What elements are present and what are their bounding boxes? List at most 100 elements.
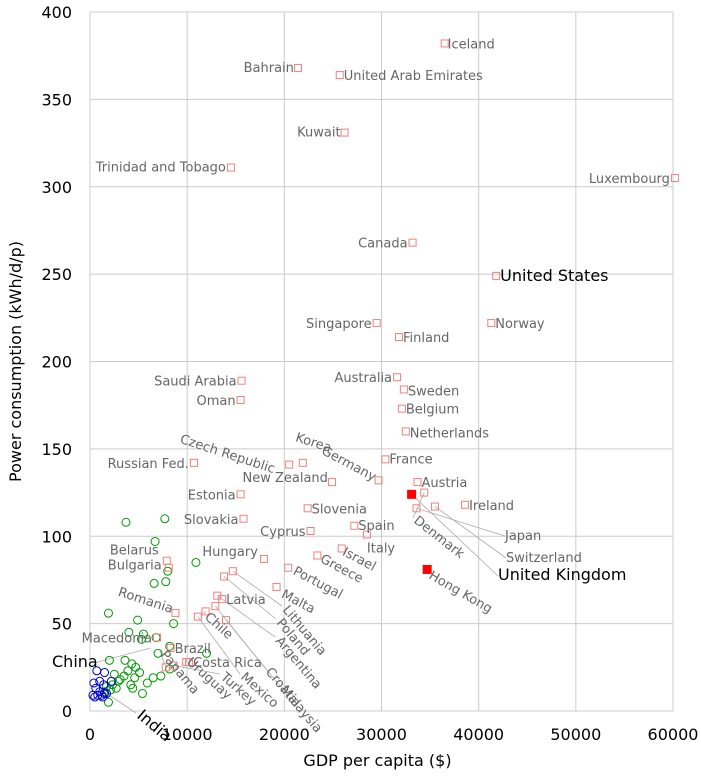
unlabelled-point — [192, 558, 200, 566]
label-bulgaria: Bulgaria — [108, 559, 162, 574]
point-kuwait — [341, 129, 348, 136]
label-united-kingdom: United Kingdom — [498, 565, 626, 584]
label-singapore: Singapore — [306, 317, 372, 332]
point-united-arab-emirates — [336, 71, 343, 78]
unlabelled-point — [138, 690, 146, 698]
unlabelled-point — [162, 578, 170, 586]
point-singapore — [373, 320, 380, 327]
point-netherlands — [402, 428, 409, 435]
point-oman — [237, 396, 244, 403]
label-iceland: Iceland — [448, 37, 495, 52]
point-spain — [351, 522, 358, 529]
point-greece — [314, 552, 321, 559]
label-finland: Finland — [403, 331, 449, 346]
point-russian-fed — [190, 459, 197, 466]
label-estonia: Estonia — [188, 488, 236, 503]
unlabelled-point — [161, 515, 169, 523]
point-slovakia — [240, 515, 247, 522]
label-new-zealand: New Zealand — [243, 471, 328, 486]
point-sweden — [400, 386, 407, 393]
label-chile: Chile — [201, 610, 235, 643]
point-canada — [409, 239, 416, 246]
unlabelled-point — [104, 609, 112, 617]
y-tick-label: 250 — [41, 265, 72, 284]
x-tick-label: 30000 — [356, 725, 407, 744]
point-australia — [394, 374, 401, 381]
label-united-arab-emirates: United Arab Emirates — [344, 69, 483, 84]
y-tick-label: 350 — [41, 90, 72, 109]
highlight-point-united-kingdom — [408, 490, 416, 498]
label-cyprus: Cyprus — [260, 525, 306, 540]
label-trinidad-and-tobago: Trinidad and Tobago — [95, 161, 226, 176]
point-portugal — [285, 564, 292, 571]
label-macedonia: Macedonia — [82, 632, 152, 647]
label-sweden: Sweden — [408, 384, 459, 399]
point-new-zealand — [328, 479, 335, 486]
x-tick-label: 0 — [85, 725, 95, 744]
label-luxembourg: Luxembourg — [589, 172, 670, 187]
point-luxembourg — [671, 175, 678, 182]
label-denmark: Denmark — [411, 513, 468, 562]
label-italy: Italy — [367, 542, 396, 557]
label-switzerland: Switzerland — [506, 551, 582, 566]
label-australia: Australia — [335, 371, 393, 386]
x-tick-label: 60000 — [648, 725, 699, 744]
leader-india — [102, 690, 136, 713]
label-austria: Austria — [421, 476, 467, 491]
point-norway — [488, 320, 495, 327]
y-tick-label: 400 — [41, 3, 72, 22]
x-axis-label: GDP per capita ($) — [303, 751, 451, 770]
label-ireland: Ireland — [469, 499, 514, 514]
label-united-states: United States — [500, 266, 608, 285]
label-oman: Oman — [196, 394, 235, 409]
leader-china — [94, 648, 150, 663]
label-canada: Canada — [358, 237, 407, 252]
point-estonia — [237, 491, 244, 498]
x-tick-label: 10000 — [162, 725, 213, 744]
point-korea — [299, 459, 306, 466]
y-tick-label: 200 — [41, 353, 72, 372]
label-latvia: Latvia — [226, 593, 266, 608]
label-japan: Japan — [504, 529, 541, 544]
low-income-point — [90, 679, 98, 687]
label-slovakia: Slovakia — [184, 513, 239, 528]
point-united-states — [493, 272, 500, 279]
label-bahrain: Bahrain — [244, 61, 294, 76]
point-bahrain — [294, 64, 301, 71]
label-norway: Norway — [495, 317, 545, 332]
unlabelled-point — [143, 679, 151, 687]
axes: GDP per capita ($) Power consumption (kW… — [6, 3, 698, 770]
leader-chile — [204, 611, 206, 614]
point-cyprus — [307, 528, 314, 535]
point-finland — [395, 334, 402, 341]
unlabelled-point — [122, 518, 130, 526]
point-belgium — [398, 405, 405, 412]
label-russian-fed: Russian Fed. — [108, 457, 189, 472]
label-slovenia: Slovenia — [312, 502, 367, 517]
unlabelled-point — [124, 667, 132, 675]
unlabelled-point — [157, 672, 165, 680]
point-hungary — [260, 555, 267, 562]
point-saudi-arabia — [238, 377, 245, 384]
point-belarus — [163, 557, 170, 564]
label-hungary: Hungary — [202, 545, 258, 560]
point-slovenia — [304, 505, 311, 512]
label-china: China — [52, 652, 98, 671]
y-tick-label: 150 — [41, 440, 72, 459]
label-france: France — [389, 452, 432, 467]
label-belarus: Belarus — [110, 544, 159, 559]
label-spain: Spain — [358, 519, 394, 534]
y-tick-label: 50 — [52, 615, 72, 634]
y-tick-label: 100 — [41, 527, 72, 546]
point-romania — [172, 610, 179, 617]
point-trinidad-and-tobago — [227, 164, 234, 171]
unlabelled-point — [105, 656, 113, 664]
y-axis-label: Power consumption (kWh/d/p) — [6, 241, 25, 482]
unlabelled-point — [134, 616, 142, 624]
label-belgium: Belgium — [406, 403, 459, 418]
y-tick-label: 300 — [41, 178, 72, 197]
highlight-point-hong-kong — [423, 565, 431, 573]
